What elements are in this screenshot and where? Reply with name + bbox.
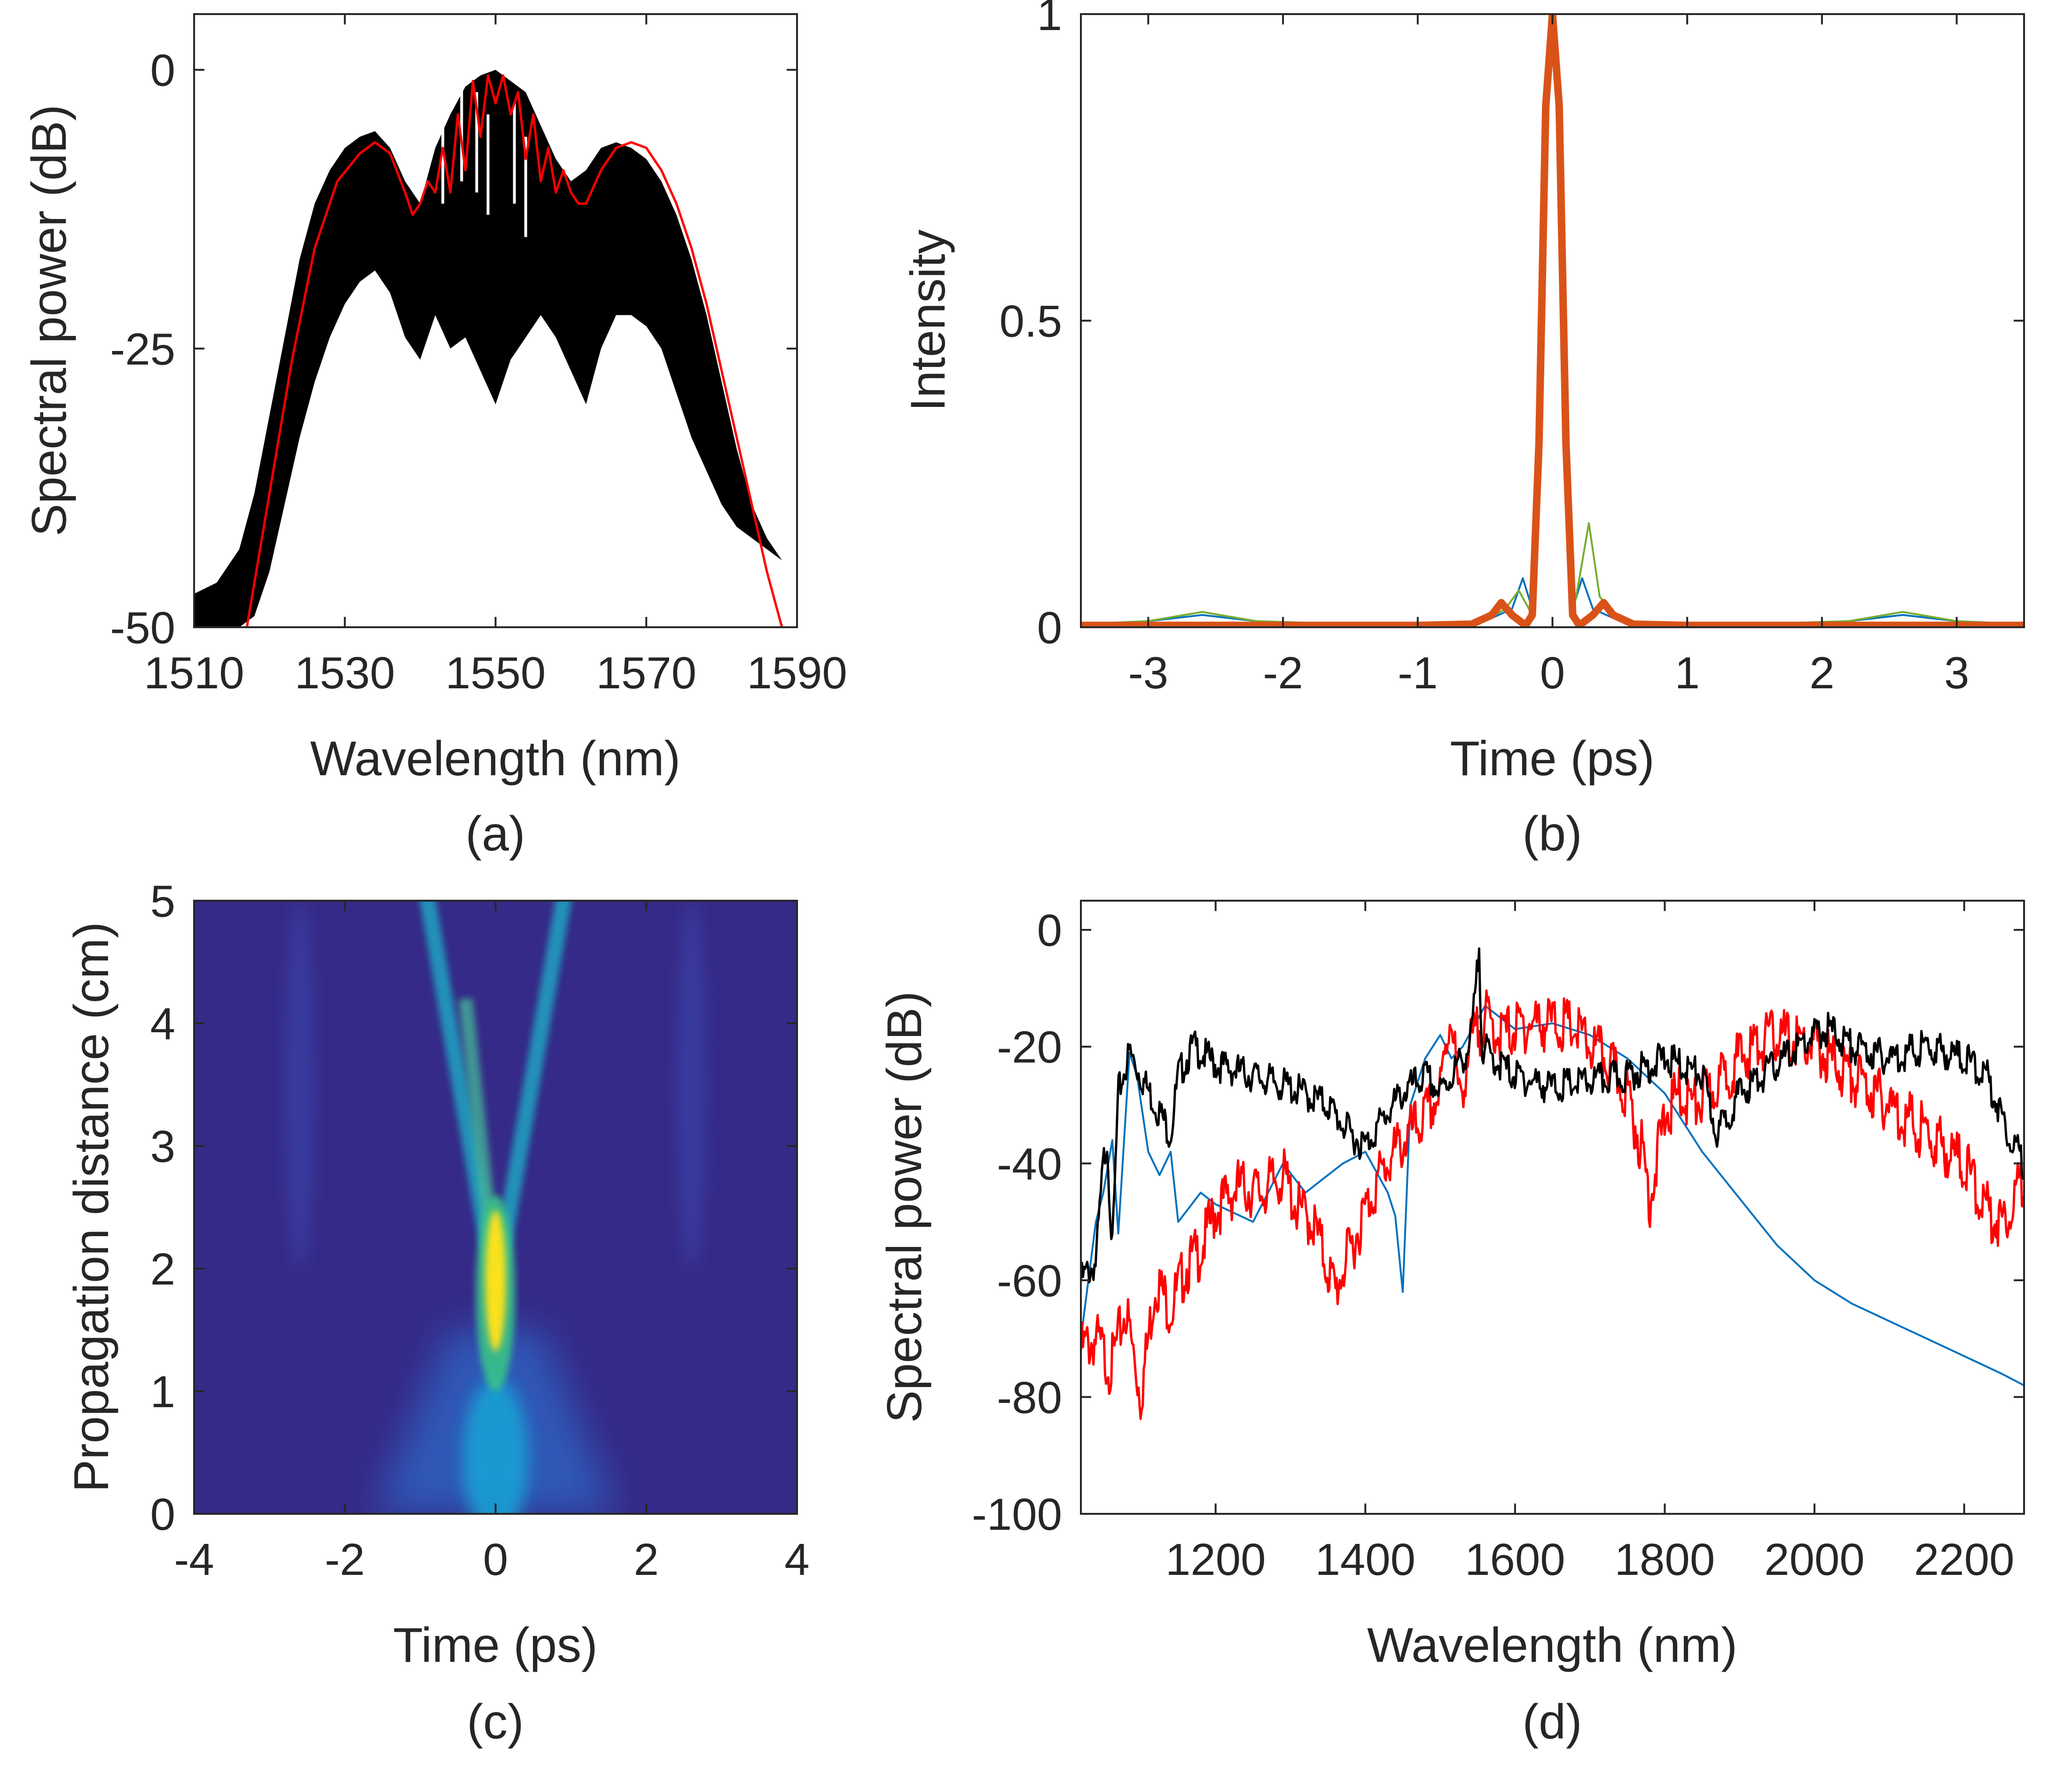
y-tick-label: 1	[150, 1367, 175, 1417]
x-tick-label: -1	[1398, 648, 1438, 698]
x-tick-label: 2000	[1764, 1535, 1865, 1585]
y-tick-label: 0.5	[1000, 296, 1062, 347]
y-tick-label: 4	[150, 999, 175, 1049]
x-tick-label: 2	[1809, 648, 1834, 698]
panel-b-axes-frame	[1080, 13, 2025, 628]
x-tick-label: 0	[483, 1535, 508, 1585]
x-tick-label: 2	[634, 1535, 659, 1585]
panel-c-ylabel: Propagation distance (cm)	[64, 922, 119, 1492]
y-tick-label: -60	[997, 1256, 1062, 1306]
x-tick-label: 1530	[295, 648, 395, 698]
panel-d-ylabel: Spectral power (dB)	[877, 991, 932, 1423]
panel-a: 1510 1530 1550 1570 1590 -50 -25 0 Wavelength (…	[22, 13, 847, 861]
panel-a-ylabel: Spectral power (dB)	[22, 104, 77, 536]
panel-d-ticks: 1200 1400 1600 1800 2000 2200 -100 -80 -60 -40 -20…	[972, 901, 2024, 1585]
spectrum-blue	[1081, 1005, 2024, 1387]
panel-b: -3 -2 -1 0 1 2 3 0 0.5 1 Time (ps) Intensity (b)	[901, 0, 2025, 861]
panel-b-label: (b)	[1522, 807, 1582, 861]
panel-b-ticks: -3 -2 -1 0 1 2 3 0 0.5 1	[1000, 0, 2024, 698]
x-tick-label: 1200	[1165, 1535, 1266, 1585]
panel-c-xlabel: Time (ps)	[393, 1618, 597, 1673]
right-branch	[491, 901, 571, 1277]
y-tick-label: -20	[997, 1022, 1062, 1073]
x-tick-label: -4	[174, 1535, 214, 1585]
panel-d-axes-frame	[1080, 900, 2025, 1515]
x-tick-label: 1550	[446, 648, 546, 698]
y-tick-label: 0	[150, 46, 175, 96]
y-tick-label: 0	[1037, 905, 1062, 956]
x-tick-label: 1400	[1315, 1535, 1416, 1585]
spectrum-black	[1081, 947, 2024, 1284]
y-tick-label: 5	[150, 876, 175, 927]
panel-b-xlabel: Time (ps)	[1450, 732, 1654, 786]
side-band-right	[677, 901, 706, 1269]
panel-d-plot-area	[1081, 947, 2024, 1420]
panel-c: -4 -2 0 2 4 0 1 2 3 4 5 Time (ps) Propagation dist…	[64, 876, 810, 1749]
x-tick-label: -2	[1263, 648, 1303, 698]
intensity-series-3	[1081, 14, 2024, 627]
x-tick-label: 0	[1540, 648, 1565, 698]
y-tick-label: 0	[150, 1489, 175, 1540]
x-tick-label: 1600	[1465, 1535, 1565, 1585]
y-tick-label: -100	[972, 1489, 1062, 1540]
y-tick-label: 2	[150, 1244, 175, 1294]
y-tick-label: 3	[150, 1122, 175, 1172]
panel-a-ticks: 1510 1530 1550 1570 1590 -50 -25 0	[110, 14, 847, 698]
spectrum-red	[1081, 989, 2024, 1420]
side-band-left	[285, 901, 314, 1269]
panel-d-xlabel: Wavelength (nm)	[1367, 1618, 1737, 1673]
intensity-series-2	[1081, 14, 2024, 625]
x-tick-label: 1800	[1615, 1535, 1715, 1585]
x-tick-label: 3	[1944, 648, 1969, 698]
x-tick-label: 2200	[1914, 1535, 2015, 1585]
panel-a-label: (a)	[465, 807, 525, 861]
panel-d-label: (d)	[1522, 1695, 1582, 1749]
y-tick-label: 0	[1037, 603, 1062, 653]
panel-c-label: (c)	[467, 1695, 524, 1749]
y-tick-label: -80	[997, 1372, 1062, 1423]
panel-c-heatmap	[194, 901, 797, 1514]
panel-b-ylabel: Intensity	[901, 229, 955, 411]
y-tick-label: 1	[1037, 0, 1062, 40]
measured-spectrum-band	[194, 70, 797, 627]
intensity-series-1	[1081, 14, 2024, 625]
input-pulse-core	[462, 1379, 529, 1514]
panel-a-plot-area	[194, 70, 797, 627]
panel-a-xlabel: Wavelength (nm)	[310, 732, 680, 786]
x-tick-label: 1	[1675, 648, 1700, 698]
x-tick-label: 1590	[747, 648, 847, 698]
x-tick-label: -3	[1128, 648, 1168, 698]
x-tick-label: 1510	[144, 648, 244, 698]
x-tick-label: 1570	[596, 648, 696, 698]
panel-d: 1200 1400 1600 1800 2000 2200 -100 -80 -60 -40 -20…	[877, 900, 2025, 1749]
central-peak	[485, 1210, 506, 1352]
y-tick-label: -25	[110, 324, 175, 374]
x-tick-label: -2	[325, 1535, 365, 1585]
panel-b-plot-area	[1081, 14, 2024, 627]
inner-branch	[458, 998, 499, 1245]
x-tick-label: 4	[784, 1535, 809, 1585]
panel-c-ticks: -4 -2 0 2 4 0 1 2 3 4 5	[150, 876, 810, 1585]
simulated-spectrum-line	[245, 74, 783, 627]
y-tick-label: -50	[110, 603, 175, 653]
y-tick-label: -40	[997, 1139, 1062, 1189]
